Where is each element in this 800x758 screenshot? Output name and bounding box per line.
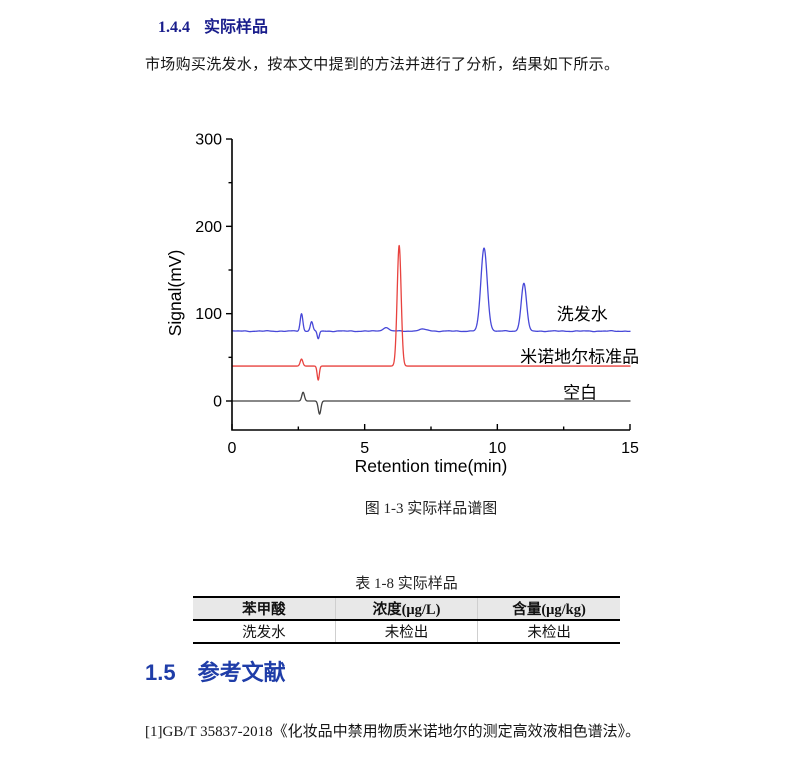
section-heading-1-4-4: 1.4.4 实际样品 <box>158 13 268 37</box>
chart-trace <box>231 391 631 415</box>
y-tick-label: 100 <box>195 306 222 323</box>
y-axis-title: Signal(mV) <box>165 250 185 337</box>
table-header-cell: 浓度(μg/L) <box>334 597 478 621</box>
chart-trace <box>231 244 631 381</box>
y-tick-label: 300 <box>195 132 222 149</box>
table-cell: 未检出 <box>477 620 620 643</box>
intro-paragraph: 市场购买洗发水，按本文中提到的方法并进行了分析，结果如下所示。 <box>145 57 620 73</box>
x-tick-label: 10 <box>488 440 506 457</box>
table-header-cell: 苯甲酸 <box>193 597 336 621</box>
trace-label: 空白 <box>563 383 597 402</box>
chromatogram-chart: 0 5 10 15 0 100 200 300 Retention time(min) Sig… <box>165 132 639 476</box>
x-axis-title: Retention time(min) <box>355 456 508 476</box>
chart-tick-labels: 0 5 10 15 0 100 200 300 <box>195 132 639 457</box>
x-tick-label: 5 <box>360 440 369 457</box>
x-tick-label: 0 <box>228 440 237 457</box>
section-title: 参考文献 <box>197 660 286 685</box>
section-title: 实际样品 <box>204 19 269 36</box>
table-caption: 表 1-8 实际样品 <box>355 576 458 592</box>
table-header-row: 苯甲酸 浓度(μg/L) 含量(μg/kg) <box>193 597 620 621</box>
table-cell: 未检出 <box>334 620 478 643</box>
section-heading-1-5: 1.5 参考文献 <box>145 655 286 687</box>
table-header-cell: 含量(μg/kg) <box>477 597 620 621</box>
table-cell: 洗发水 <box>193 620 336 643</box>
reference-item: [1]GB/T 35837-2018《化妆品中禁用物质米诺地尔的测定高效液相色谱… <box>145 724 641 740</box>
sample-results-table: 苯甲酸 浓度(μg/L) 含量(μg/kg) 洗发水 未检出 未检出 <box>193 596 620 644</box>
section-number: 1.4.4 <box>158 19 190 36</box>
x-tick-label: 15 <box>621 440 639 457</box>
chart-trace <box>231 247 631 340</box>
chart-ticks <box>226 138 631 430</box>
chromatogram-figure: 0 5 10 15 0 100 200 300 Retention time(min) Sig… <box>145 115 675 485</box>
y-tick-label: 0 <box>213 394 222 411</box>
figure-caption: 图 1-3 实际样品谱图 <box>364 501 498 517</box>
trace-label: 洗发水 <box>557 305 608 324</box>
trace-label: 米诺地尔标准品 <box>520 348 639 367</box>
y-tick-label: 200 <box>195 219 222 236</box>
section-number: 1.5 <box>145 660 176 685</box>
table-row: 洗发水 未检出 未检出 <box>193 620 620 643</box>
chart-traces <box>231 244 631 415</box>
